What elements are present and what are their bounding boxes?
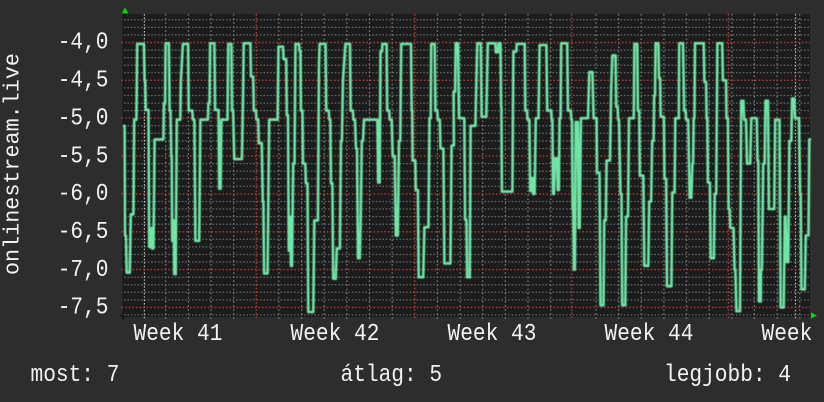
svg-text:Week: Week: [762, 321, 813, 348]
svg-text:Week 42: Week 42: [291, 321, 380, 348]
svg-text:Week 44: Week 44: [605, 321, 694, 348]
svg-text:-4,0: -4,0: [58, 30, 109, 57]
svg-text:átlag: 5: átlag: 5: [341, 362, 443, 389]
svg-text:-7,0: -7,0: [58, 257, 109, 284]
svg-text:onlinestream.live: onlinestream.live: [1, 53, 26, 275]
svg-text:legjobb: 4: legjobb: 4: [664, 362, 791, 389]
svg-text:Week 43: Week 43: [448, 321, 537, 348]
svg-text:Week 41: Week 41: [134, 321, 223, 348]
svg-text:-4,5: -4,5: [58, 68, 109, 95]
svg-text:-5,5: -5,5: [58, 143, 109, 170]
svg-text:most: 7: most: 7: [31, 362, 120, 389]
svg-text:-6,5: -6,5: [58, 219, 109, 246]
svg-text:-5,0: -5,0: [58, 105, 109, 132]
svg-text:-6,0: -6,0: [58, 181, 109, 208]
svg-text:-7,5: -7,5: [58, 295, 109, 322]
